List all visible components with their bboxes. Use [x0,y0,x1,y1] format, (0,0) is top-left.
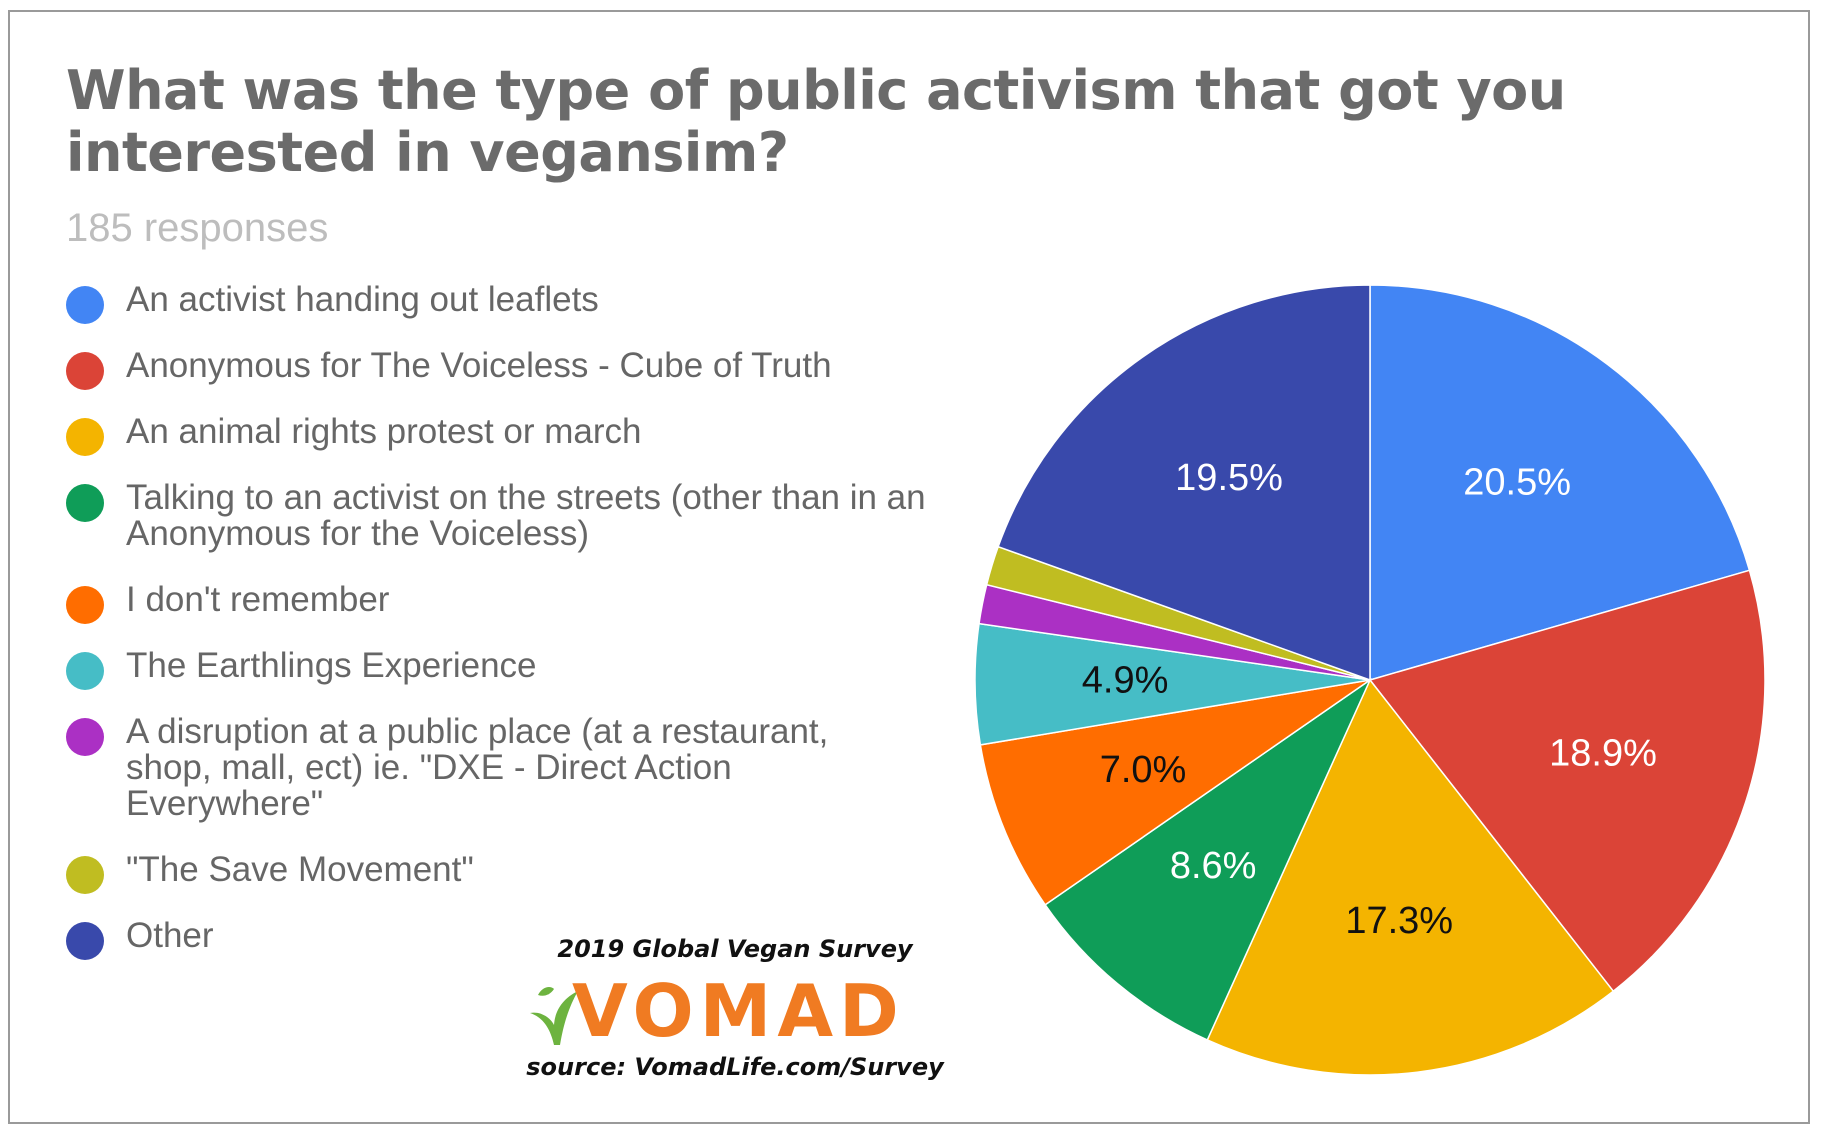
response-count: 185 responses [66,206,329,250]
chart-title: What was the type of public activism tha… [66,59,1566,184]
legend-label: I don't remember [126,580,390,619]
legend-swatch [66,652,104,690]
pie-slice [979,679,1371,906]
slice-label: 18.9% [1549,732,1657,774]
legend-swatch [66,286,104,324]
pie-slice [1044,677,1372,1041]
legend-label: The Earthlings Experience [126,646,537,685]
leaf-icon [530,987,578,1045]
logo-text: VOMAD [572,969,905,1053]
legend-swatch [66,856,104,894]
slice-label: 17.3% [1345,900,1453,942]
slice-label: 7.0% [1100,749,1187,791]
legend-label: An animal rights protest or march [126,412,642,451]
pie-slice [997,284,1371,682]
survey-title: 2019 Global Vegan Survey [557,935,913,963]
legend-swatch [66,352,104,390]
slice-label: 20.5% [1463,461,1571,503]
legend-swatch [66,418,104,456]
vomad-logo: VOMAD [510,967,960,1053]
legend-swatch [66,718,104,756]
pie-slice [1368,569,1766,993]
legend-swatch [66,484,104,522]
pie-slice [1206,678,1615,1076]
branding: 2019 Global Vegan Survey VOMAD source: V… [510,935,960,1081]
legend-label: Other [126,916,214,955]
legend-label: Talking to an activist on the streets (o… [126,478,926,553]
legend-label: Anonymous for The Voiceless - Cube of Tr… [126,346,832,385]
source-text: source: VomadLife.com/Survey [526,1053,944,1081]
legend-label: A disruption at a public place (at a res… [126,712,829,823]
pie-slice [1369,284,1751,681]
legend-swatch [66,922,104,960]
slice-label: 19.5% [1175,457,1283,499]
legend-swatch [66,586,104,624]
slice-label: 4.9% [1082,660,1169,702]
slice-label: 8.6% [1170,845,1257,887]
pie-chart-svg: 20.5% 18.9% 17.3% 8.6% 7.0% 4.9% 19.5% [974,284,1766,1076]
legend-label: An activist handing out leaflets [126,280,599,319]
pie-chart: 20.5% 18.9% 17.3% 8.6% 7.0% 4.9% 19.5% [960,270,1780,1090]
legend-label: "The Save Movement" [126,850,474,889]
